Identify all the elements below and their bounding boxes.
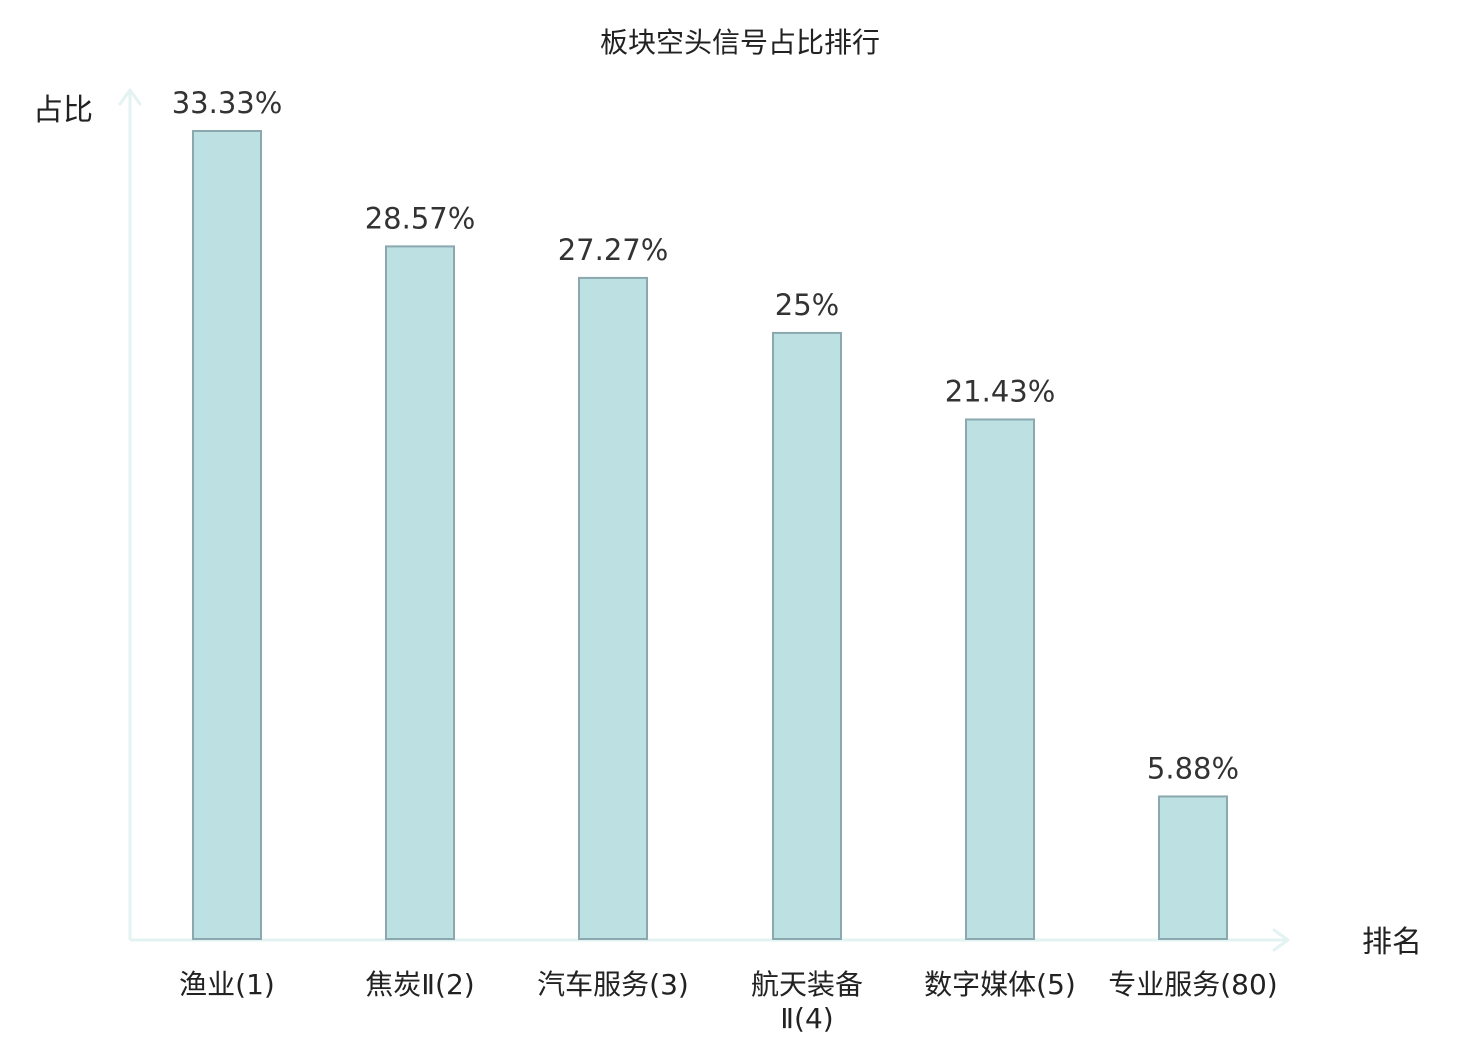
- bar-value-label-2: 28.57%: [365, 201, 476, 235]
- chart-title: 板块空头信号占比排行: [600, 26, 880, 59]
- y-axis-label: 占比: [33, 93, 93, 128]
- x-tick-label-4-line-1: 航天装备: [751, 968, 863, 1001]
- bar-2: [385, 245, 455, 941]
- x-axis-label: 排名: [1362, 925, 1422, 960]
- value-labels-group: 33.33% 28.57% 27.27% 25% 21.43% 5.88%: [172, 86, 1239, 785]
- x-tick-label-4-line-2: Ⅱ(4): [780, 1002, 833, 1035]
- x-tick-label-2: 焦炭Ⅱ(2): [365, 968, 474, 1001]
- bar-value-label-4: 25%: [775, 288, 839, 322]
- bar-3: [578, 276, 648, 940]
- x-tick-label-1: 渔业(1): [179, 968, 275, 1001]
- bars-group: [192, 130, 1228, 941]
- x-tick-label-5: 数字媒体(5): [924, 968, 1076, 1001]
- bar-4: [772, 331, 842, 940]
- bar-value-label-5: 21.43%: [945, 374, 1056, 408]
- bar-value-label-6: 5.88%: [1147, 751, 1239, 785]
- bar-1: [192, 130, 262, 940]
- x-tick-label-6: 专业服务(80): [1108, 968, 1277, 1001]
- axes: [118, 88, 1290, 952]
- x-axis-arrow: [1272, 928, 1290, 952]
- bar-value-label-1: 33.33%: [172, 86, 283, 120]
- bar-value-label-3: 27.27%: [558, 233, 669, 267]
- bar-6: [1158, 795, 1228, 940]
- bar-5: [965, 418, 1035, 940]
- y-axis-arrow: [118, 88, 142, 106]
- x-tick-label-3: 汽车服务(3): [537, 968, 689, 1001]
